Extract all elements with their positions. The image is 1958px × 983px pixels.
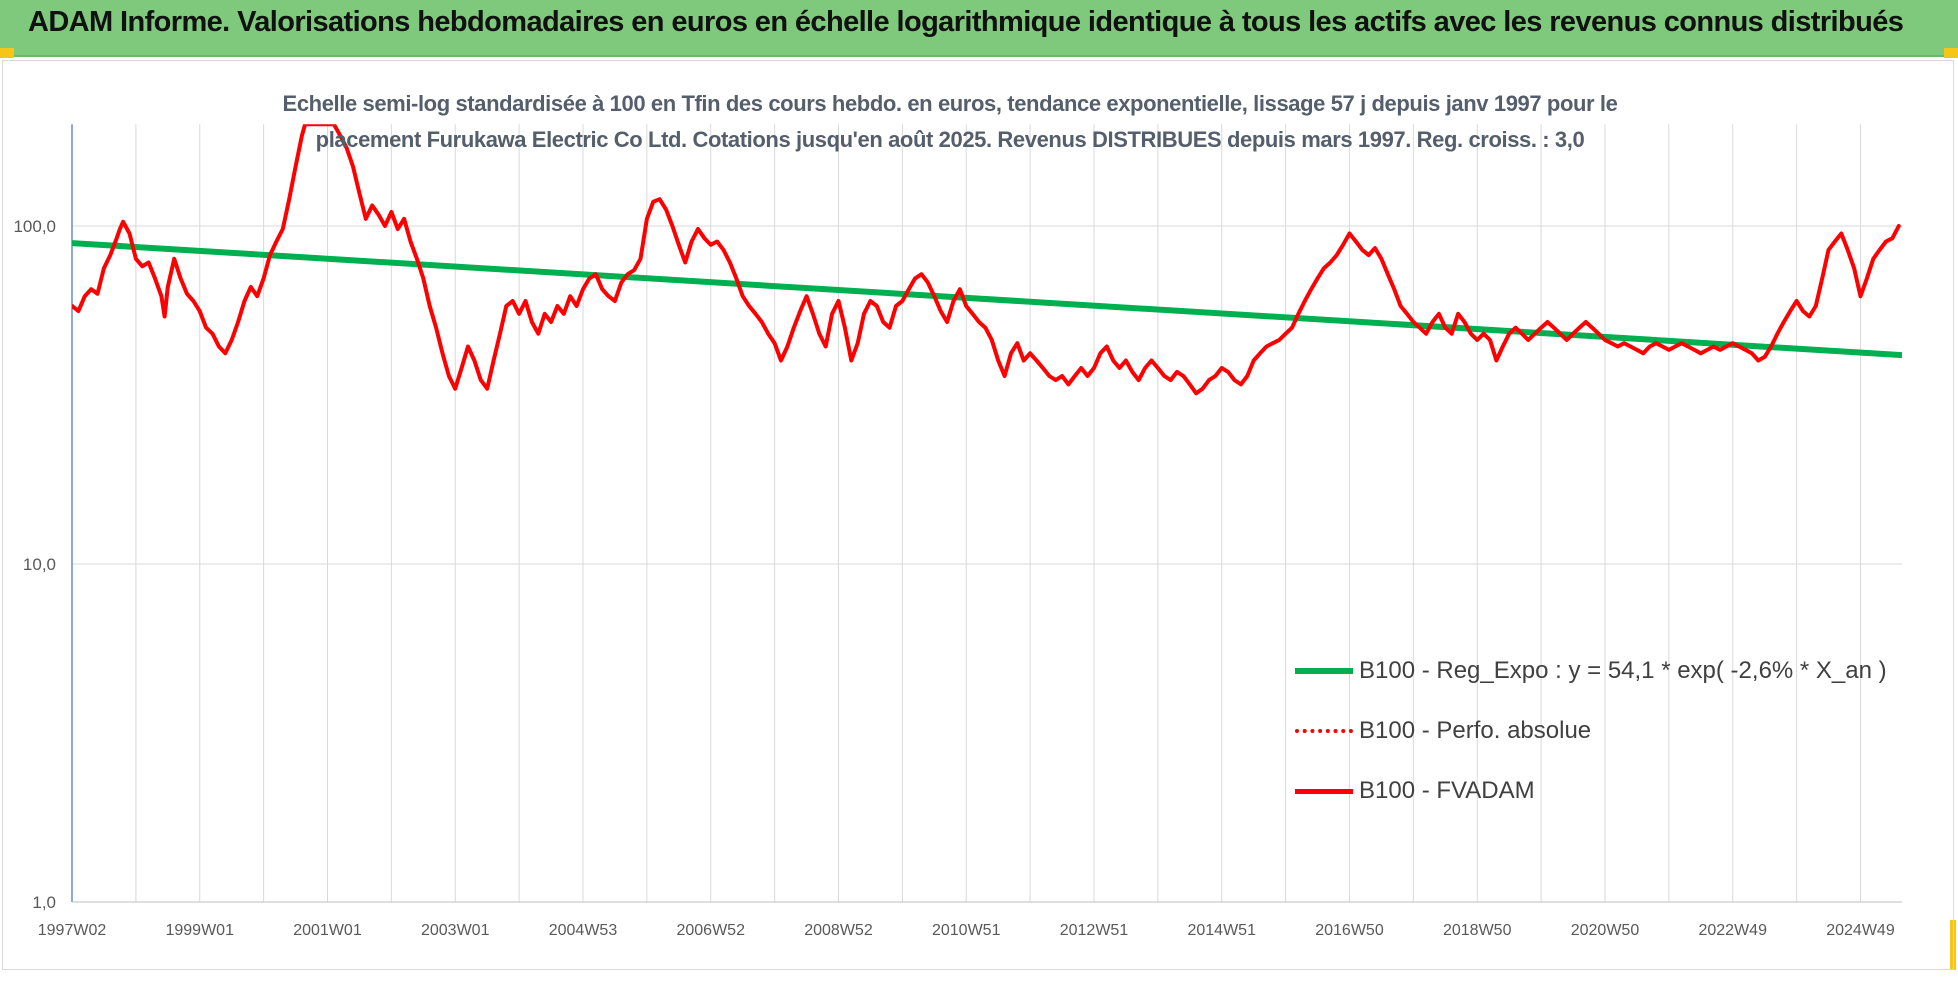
page-title: ADAM Informe. Valorisations hebdomadaire… — [28, 6, 1904, 38]
bottom-strip — [0, 970, 1958, 983]
legend-swatch-fvadam — [1295, 789, 1353, 794]
chart-frame — [2, 60, 1954, 970]
x-tick-label: 2016W50 — [1315, 922, 1384, 939]
legend-label-trend: B100 - Reg_Expo : y = 54,1 * exp( -2,6% … — [1359, 657, 1887, 684]
legend-label-fvadam: B100 - FVADAM — [1359, 777, 1535, 804]
legend-swatch-perfo — [1295, 729, 1353, 733]
header-banner: ADAM Informe. Valorisations hebdomadaire… — [0, 0, 1958, 57]
x-tick-label: 2024W49 — [1826, 922, 1895, 939]
legend-label-perfo: B100 - Perfo. absolue — [1359, 717, 1592, 744]
x-tick-label: 2010W51 — [932, 922, 1001, 939]
x-tick-label: 2012W51 — [1060, 922, 1129, 939]
chart-title: Echelle semi-log standardisée à 100 en T… — [230, 86, 1670, 158]
chart-grid — [72, 124, 1902, 902]
series-line-0 — [72, 240, 1902, 359]
x-tick-label: 2020W50 — [1571, 922, 1640, 939]
chart-title-line-2: placement Furukawa Electric Co Ltd. Cota… — [315, 127, 1585, 152]
chart-axes — [71, 124, 1902, 903]
legend-swatch-trend — [1295, 668, 1353, 674]
corner-mark-top-right — [1944, 48, 1958, 58]
x-tick-label: 2018W50 — [1443, 922, 1512, 939]
x-tick-label: 1997W02 — [38, 922, 107, 939]
y-tick-label: 1,0 — [32, 893, 56, 912]
chart-tick-labels: 1,0 10,0 100,0 1997W02 1999W01 2001W01 2003W01… — [13, 217, 1894, 939]
corner-mark-top-left — [0, 48, 14, 58]
x-tick-label: 2014W51 — [1187, 922, 1256, 939]
x-tick-label: 2001W01 — [293, 922, 362, 939]
x-tick-label: 2004W53 — [549, 922, 618, 939]
y-tick-label: 10,0 — [23, 555, 56, 574]
chart-series — [72, 124, 1902, 396]
series-line-2 — [72, 124, 1901, 396]
x-tick-label: 2008W52 — [804, 922, 873, 939]
x-tick-label: 2022W49 — [1698, 922, 1767, 939]
x-tick-label: 2003W01 — [421, 922, 490, 939]
x-tick-label: 1999W01 — [165, 922, 234, 939]
y-tick-label: 100,0 — [13, 217, 56, 236]
x-tick-label: 2006W52 — [676, 922, 745, 939]
chart-title-line-1: Echelle semi-log standardisée à 100 en T… — [282, 91, 1618, 116]
